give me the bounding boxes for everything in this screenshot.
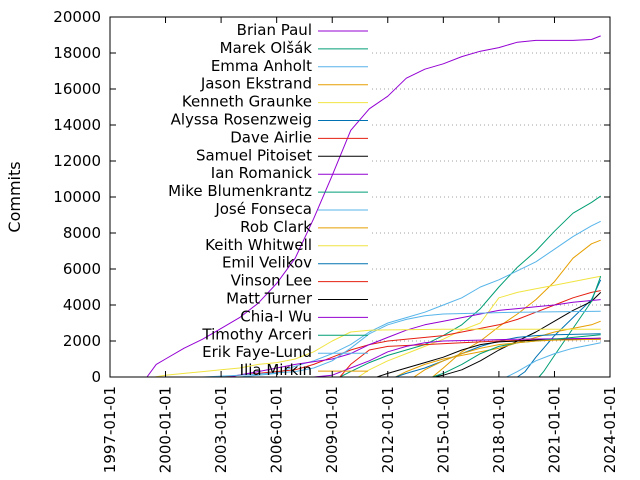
series-line-18: [432, 334, 601, 378]
series-line-20: [413, 338, 601, 378]
x-tick-label: 2015-01-01: [434, 386, 452, 473]
y-tick-label: 12000: [53, 152, 101, 170]
series-line-17: [313, 337, 601, 378]
series-line-10: [538, 276, 602, 378]
series-line-12: [395, 320, 601, 378]
series-line-1: [146, 35, 601, 378]
axis-ticks: 0 2000 4000 6000 8000 10000 12000 14000 16000 180…: [53, 8, 619, 473]
legend-label: Ilia Mirkin: [240, 361, 312, 379]
legend-label: Dave Airlie: [230, 128, 312, 146]
legend-label: Kenneth Graunke: [182, 93, 312, 111]
x-tick-label: 2018-01-01: [490, 386, 508, 473]
legend-label: Vinson Lee: [231, 272, 312, 290]
legend-label: Samuel Pitoiset: [196, 146, 312, 164]
series-line-3: [239, 220, 601, 378]
x-tick-label: 2000-01-01: [157, 386, 175, 473]
y-tick-label: 10000: [53, 188, 101, 206]
y-tick-label: 2000: [63, 332, 101, 350]
legend-label: Emma Anholt: [211, 57, 312, 75]
legend-label: Marek Olšák: [220, 39, 313, 57]
legend-label: José Fonseca: [214, 200, 312, 218]
series-line-2: [339, 195, 601, 378]
y-tick-label: 18000: [53, 44, 101, 62]
y-tick-label: 8000: [63, 224, 101, 242]
legend-label: Keith Whitwell: [205, 236, 312, 254]
legend-label: Rob Clark: [240, 218, 312, 236]
legend-label: Timothy Arceri: [201, 325, 312, 343]
series-line-13: [154, 328, 601, 378]
series-line-7: [221, 290, 601, 378]
series-line-4: [432, 239, 601, 378]
y-tick-label: 14000: [53, 116, 101, 134]
legend-label: Chia-I Wu: [240, 307, 312, 325]
x-tick-label: 2012-01-01: [379, 386, 397, 473]
legend-label: Emil Velikov: [222, 254, 312, 272]
legend-label: Jason Ekstrand: [200, 75, 312, 93]
legend-label: Erik Faye-Lund: [202, 343, 312, 361]
series-line-19: [506, 342, 601, 378]
series-lines: [146, 35, 602, 378]
series-line-14: [395, 333, 601, 378]
x-tick-label: 2024-01-01: [601, 386, 619, 473]
legend-label: Ian Romanick: [211, 164, 313, 182]
x-tick-label: 1997-01-01: [101, 386, 119, 473]
legend-label: Alyssa Rosenzweig: [171, 111, 312, 129]
x-tick-label: 2006-01-01: [268, 386, 286, 473]
y-tick-label: 20000: [53, 8, 101, 26]
legend-label: Brian Paul: [237, 21, 312, 39]
x-tick-label: 2021-01-01: [545, 386, 563, 473]
series-line-5: [358, 275, 601, 378]
x-tick-label: 2003-01-01: [212, 386, 230, 473]
series-line-9: [228, 299, 601, 378]
y-axis-title: Commits: [5, 161, 24, 232]
y-tick-label: 6000: [63, 260, 101, 278]
legend-label: Mike Blumenkrantz: [168, 182, 312, 200]
series-line-11: [202, 310, 601, 378]
y-tick-label: 16000: [53, 80, 101, 98]
y-tick-label: 4000: [63, 296, 101, 314]
x-tick-label: 2009-01-01: [323, 386, 341, 473]
y-tick-label: 0: [91, 368, 101, 386]
series-line-6: [517, 279, 602, 378]
legend-label: Matt Turner: [226, 290, 313, 308]
